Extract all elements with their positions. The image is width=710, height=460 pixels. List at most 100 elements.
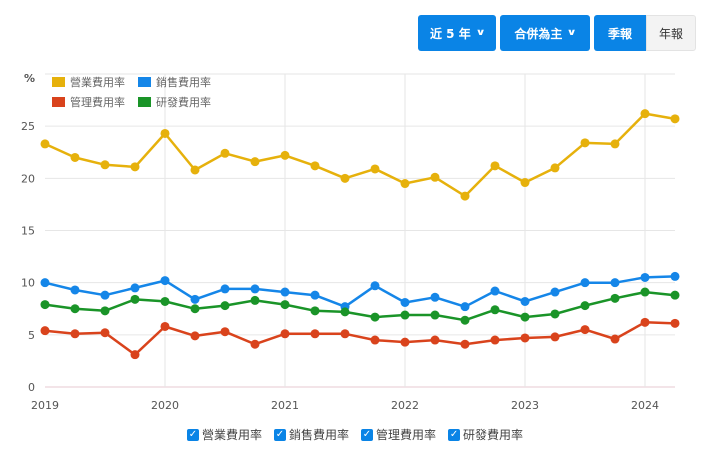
data-point[interactable] xyxy=(130,283,140,293)
data-point[interactable] xyxy=(100,328,110,338)
legend-item[interactable]: 營業費用率 xyxy=(52,75,125,89)
data-point[interactable] xyxy=(130,350,140,360)
data-point[interactable] xyxy=(430,310,440,320)
legend-item[interactable]: 管理費用率 xyxy=(52,95,125,109)
data-point[interactable] xyxy=(370,312,380,322)
data-point[interactable] xyxy=(370,335,380,345)
data-point[interactable] xyxy=(130,162,140,172)
data-point[interactable] xyxy=(190,331,200,341)
legend-item[interactable]: 銷售費用率 xyxy=(138,75,211,89)
data-point[interactable] xyxy=(640,317,650,327)
toggle-rd-expense-ratio[interactable]: ✓ 研發費用率 xyxy=(448,426,523,443)
data-point[interactable] xyxy=(670,318,680,328)
data-point[interactable] xyxy=(610,293,620,303)
data-point[interactable] xyxy=(220,148,230,158)
data-point[interactable] xyxy=(40,139,50,149)
checkbox-checked-icon[interactable]: ✓ xyxy=(186,428,199,441)
data-point[interactable] xyxy=(220,327,230,337)
data-point[interactable] xyxy=(580,278,590,288)
data-point[interactable] xyxy=(430,292,440,302)
data-point[interactable] xyxy=(280,329,290,339)
data-point[interactable] xyxy=(100,306,110,316)
quarterly-button[interactable]: 季報 xyxy=(594,15,646,51)
data-point[interactable] xyxy=(640,109,650,119)
data-point[interactable] xyxy=(370,281,380,291)
data-point[interactable] xyxy=(160,296,170,306)
data-point[interactable] xyxy=(280,300,290,310)
data-point[interactable] xyxy=(40,278,50,288)
data-point[interactable] xyxy=(640,287,650,297)
data-point[interactable] xyxy=(670,114,680,124)
data-point[interactable] xyxy=(220,301,230,311)
annual-button[interactable]: 年報 xyxy=(646,15,696,51)
data-point[interactable] xyxy=(40,326,50,336)
data-point[interactable] xyxy=(250,157,260,167)
data-point[interactable] xyxy=(490,161,500,171)
data-point[interactable] xyxy=(220,284,230,294)
data-point[interactable] xyxy=(550,163,560,173)
data-point[interactable] xyxy=(340,329,350,339)
data-point[interactable] xyxy=(520,178,530,188)
data-point[interactable] xyxy=(190,165,200,175)
data-point[interactable] xyxy=(610,278,620,288)
data-point[interactable] xyxy=(190,294,200,304)
legend-item[interactable]: 研發費用率 xyxy=(138,95,211,109)
data-point[interactable] xyxy=(580,138,590,148)
data-point[interactable] xyxy=(340,173,350,183)
toggle-admin-expense-ratio[interactable]: ✓ 管理費用率 xyxy=(361,426,436,443)
data-point[interactable] xyxy=(160,128,170,138)
data-point[interactable] xyxy=(190,304,200,314)
data-point[interactable] xyxy=(70,152,80,162)
data-point[interactable] xyxy=(340,307,350,317)
data-point[interactable] xyxy=(400,337,410,347)
toggle-operating-expense-ratio[interactable]: ✓ 營業費用率 xyxy=(186,426,262,443)
data-point[interactable] xyxy=(400,310,410,320)
data-point[interactable] xyxy=(490,335,500,345)
data-point[interactable] xyxy=(520,333,530,343)
data-point[interactable] xyxy=(250,339,260,349)
data-point[interactable] xyxy=(670,271,680,281)
data-point[interactable] xyxy=(310,161,320,171)
data-point[interactable] xyxy=(430,335,440,345)
data-point[interactable] xyxy=(610,139,620,149)
data-point[interactable] xyxy=(580,325,590,335)
data-point[interactable] xyxy=(70,304,80,314)
data-point[interactable] xyxy=(490,305,500,315)
checkbox-checked-icon[interactable]: ✓ xyxy=(448,428,461,441)
data-point[interactable] xyxy=(580,301,590,311)
data-point[interactable] xyxy=(610,334,620,344)
data-point[interactable] xyxy=(100,290,110,300)
data-point[interactable] xyxy=(250,284,260,294)
data-point[interactable] xyxy=(460,191,470,201)
data-point[interactable] xyxy=(250,295,260,305)
data-point[interactable] xyxy=(70,329,80,339)
checkbox-checked-icon[interactable]: ✓ xyxy=(273,428,286,441)
data-point[interactable] xyxy=(550,309,560,319)
range-dropdown[interactable]: 近 5 年 ∨ xyxy=(418,15,496,51)
data-point[interactable] xyxy=(160,321,170,331)
data-point[interactable] xyxy=(310,290,320,300)
data-point[interactable] xyxy=(70,285,80,295)
data-point[interactable] xyxy=(310,329,320,339)
data-point[interactable] xyxy=(520,312,530,322)
data-point[interactable] xyxy=(130,294,140,304)
data-point[interactable] xyxy=(640,272,650,282)
data-point[interactable] xyxy=(550,332,560,342)
data-point[interactable] xyxy=(460,315,470,325)
data-point[interactable] xyxy=(160,276,170,286)
data-point[interactable] xyxy=(670,290,680,300)
data-point[interactable] xyxy=(100,160,110,170)
data-point[interactable] xyxy=(490,286,500,296)
data-point[interactable] xyxy=(400,179,410,189)
data-point[interactable] xyxy=(280,150,290,160)
data-point[interactable] xyxy=(310,306,320,316)
data-point[interactable] xyxy=(460,339,470,349)
data-point[interactable] xyxy=(460,302,470,312)
data-point[interactable] xyxy=(40,300,50,310)
data-point[interactable] xyxy=(280,287,290,297)
data-point[interactable] xyxy=(550,287,560,297)
toggle-selling-expense-ratio[interactable]: ✓ 銷售費用率 xyxy=(273,426,349,443)
consolidation-dropdown[interactable]: 合併為主 ∨ xyxy=(500,15,590,51)
data-point[interactable] xyxy=(400,297,410,307)
data-point[interactable] xyxy=(520,296,530,306)
